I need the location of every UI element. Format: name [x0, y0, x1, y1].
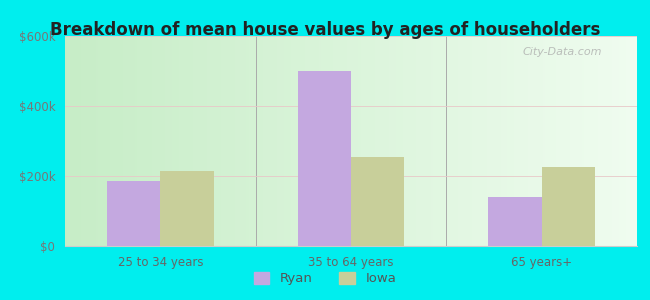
- Bar: [351, 157, 404, 246]
- Bar: [107, 181, 161, 246]
- Bar: [488, 197, 541, 246]
- Bar: [541, 167, 595, 246]
- Text: Breakdown of mean house values by ages of householders: Breakdown of mean house values by ages o…: [50, 21, 600, 39]
- Text: City-Data.com: City-Data.com: [523, 46, 602, 56]
- Bar: [161, 171, 214, 246]
- Legend: Ryan, Iowa: Ryan, Iowa: [248, 266, 402, 290]
- Bar: [298, 71, 351, 246]
